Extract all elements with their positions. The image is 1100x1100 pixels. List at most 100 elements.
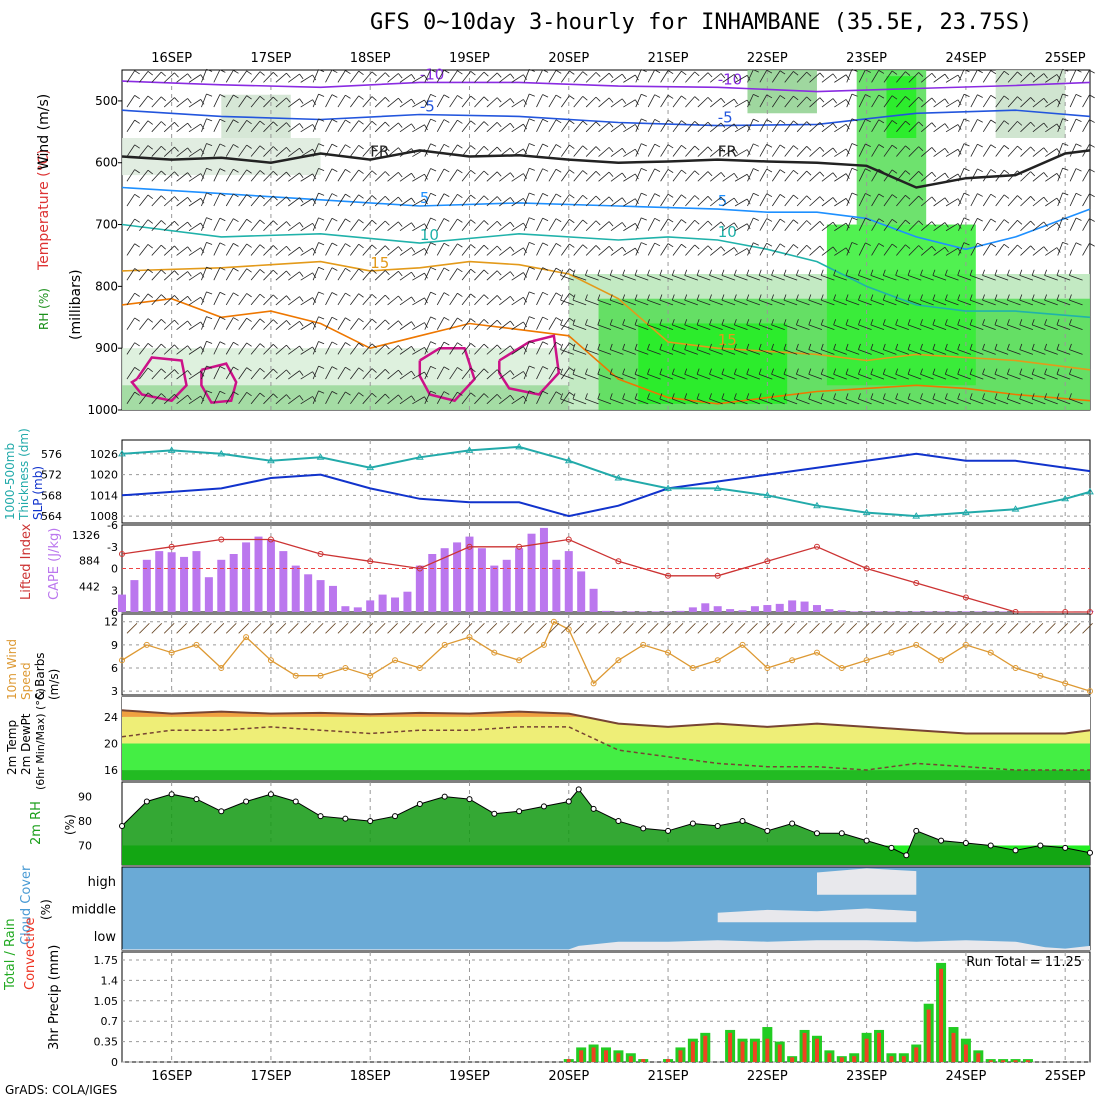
barb-flag: [793, 219, 799, 224]
barb-flag: [641, 192, 647, 196]
barb-flag: [569, 392, 575, 397]
barb-flag: [1031, 368, 1035, 375]
barb-flag: [430, 118, 437, 122]
wind-marker: [516, 657, 523, 664]
barb-staff: [597, 275, 612, 281]
barb-flag: [174, 196, 179, 202]
wind-barb: [250, 244, 265, 256]
barb-staff: [908, 146, 919, 157]
wind-barb: [1020, 121, 1036, 133]
wind-barb: [126, 292, 140, 306]
wind-barb-10m: [139, 623, 150, 634]
barb-staff: [201, 143, 207, 157]
barb-staff: [907, 324, 922, 331]
barb-flag: [272, 319, 278, 325]
wind-barb: [845, 368, 860, 380]
barb-flag: [733, 74, 738, 80]
x-tick-label-top: 23SEP: [846, 51, 887, 66]
barb-staff: [870, 275, 885, 281]
barb-staff: [821, 349, 835, 355]
wind-barb: [139, 343, 153, 355]
barb-staff: [734, 248, 748, 256]
precip-convective-bar: [839, 1057, 844, 1062]
barb-flag: [312, 297, 317, 303]
wind-barb: [362, 219, 377, 231]
barb-staff: [970, 94, 978, 108]
wind-barb-10m: [1057, 623, 1069, 634]
precip-convective-bar: [765, 1038, 770, 1062]
barb-staff: [721, 324, 736, 331]
barb-staff: [511, 173, 524, 182]
barb-flag: [597, 319, 601, 325]
barb-flag: [963, 168, 970, 172]
barb-staff: [696, 373, 711, 380]
barb-staff: [225, 70, 234, 83]
barb-staff: [350, 367, 360, 380]
wind-barb-10m: [635, 623, 647, 634]
barb-flag: [510, 394, 515, 401]
barb-flag: [1003, 95, 1010, 100]
barb-flag: [1030, 72, 1036, 78]
barb-flag: [358, 243, 364, 249]
barb-staff: [572, 324, 587, 331]
barb-flag: [312, 247, 317, 254]
barb-staff: [263, 220, 274, 232]
wind-barb: [213, 69, 226, 83]
barb-flag: [905, 244, 911, 249]
wind-barb: [536, 242, 549, 256]
barb-flag: [206, 266, 213, 270]
barb-flag: [944, 98, 949, 104]
barb-flag: [795, 319, 799, 325]
barb-flag: [206, 118, 213, 122]
axis-label-temp2m: 2m Temp: [5, 720, 19, 775]
barb-staff: [1032, 73, 1045, 83]
barb-flag: [529, 217, 535, 221]
barb-staff: [312, 217, 319, 231]
barb-flag: [779, 194, 786, 199]
wind-barb-10m: [548, 623, 560, 634]
precip-convective-bar: [976, 1053, 981, 1062]
barb-flag: [1044, 368, 1048, 375]
wind-barb: [958, 168, 970, 182]
barb-staff: [350, 120, 360, 133]
barb-flag: [457, 292, 463, 297]
wind-barb: [660, 70, 674, 83]
barb-staff: [387, 369, 399, 380]
wind-barb: [784, 145, 799, 157]
wind-barb: [461, 343, 476, 355]
barb-flag: [384, 294, 390, 300]
wind-barb: [920, 97, 937, 108]
wind-barb: [560, 317, 575, 330]
wind-barb: [809, 196, 825, 207]
wind-barb: [163, 295, 179, 306]
wind-barb: [523, 192, 535, 207]
barb-flag: [560, 368, 564, 375]
wind-barb: [821, 122, 838, 133]
wind-barb: [635, 118, 647, 132]
barb-staff: [709, 275, 723, 281]
barb-flag: [694, 96, 700, 101]
wind-barb: [759, 94, 773, 108]
wind-barb: [1019, 269, 1034, 281]
wind-barb: [374, 319, 390, 330]
barb-flag: [510, 98, 515, 104]
wind-barb: [610, 123, 627, 133]
temp-contour: [121, 186, 1091, 251]
barb-flag: [582, 219, 588, 225]
wind-barb: [225, 119, 239, 133]
wind-barb: [312, 341, 325, 355]
barb-flag: [681, 243, 687, 249]
barb-staff: [920, 373, 934, 380]
wind-barb: [275, 320, 291, 330]
rh-shading: [886, 76, 917, 138]
barb-staff: [250, 145, 261, 157]
wind-barb: [1031, 343, 1046, 355]
barb-staff: [685, 195, 695, 207]
rh-marker: [143, 798, 150, 805]
wind-barb: [126, 268, 140, 281]
wind-barb: [907, 319, 922, 331]
barb-flag: [820, 343, 824, 350]
barb-flag: [597, 343, 601, 350]
barb-staff: [610, 73, 623, 83]
wind-barb: [671, 393, 686, 405]
